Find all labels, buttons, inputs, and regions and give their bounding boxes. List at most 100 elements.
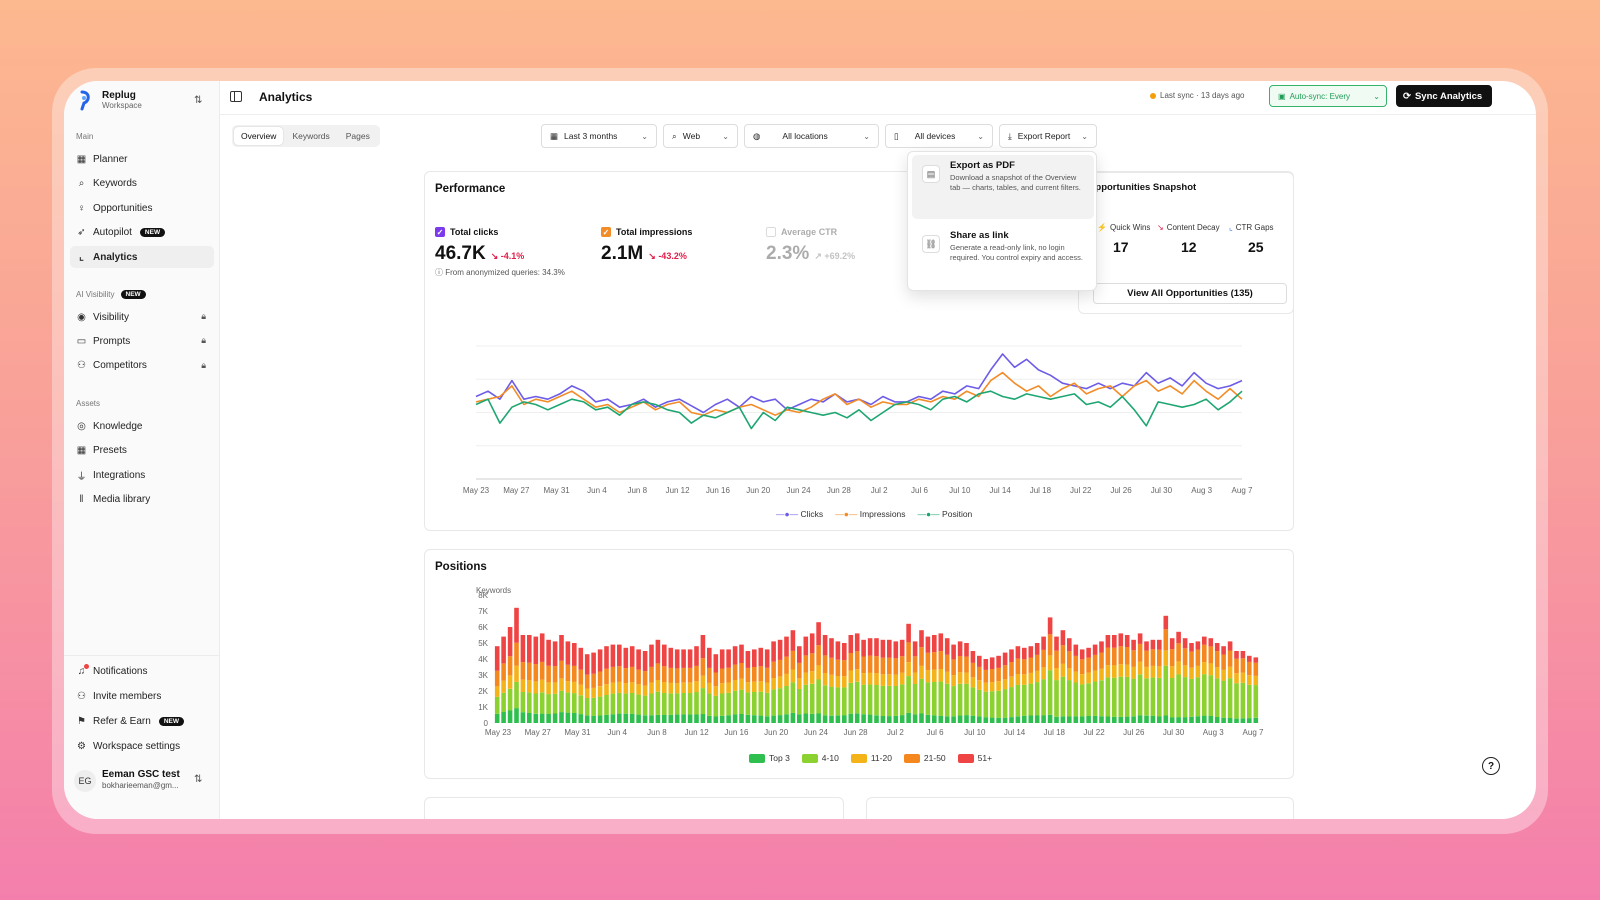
sidebar-item-keywords[interactable]: ⌕ Keywords	[70, 173, 214, 195]
bar-segment-51-[interactable]	[636, 649, 641, 670]
bar-segment-4-10[interactable]	[1073, 682, 1079, 717]
bar-segment-top-3[interactable]	[854, 713, 860, 723]
bar-segment-4-10[interactable]	[533, 693, 539, 714]
bar-segment-4-10[interactable]	[957, 683, 963, 716]
bar-segment-top-3[interactable]	[629, 713, 635, 723]
bar-segment-4-10[interactable]	[1067, 680, 1072, 717]
bar-segment-11-20[interactable]	[912, 672, 918, 684]
bar-segment-top-3[interactable]	[527, 713, 532, 723]
bar-segment-51-[interactable]	[1247, 655, 1252, 662]
bar-segment-21-50[interactable]	[565, 664, 571, 682]
bar-segment-21-50[interactable]	[874, 656, 879, 674]
bar-segment-top-3[interactable]	[655, 714, 661, 723]
bar-segment-4-10[interactable]	[1253, 685, 1259, 718]
bar-segment-21-50[interactable]	[829, 657, 834, 675]
bar-segment-top-3[interactable]	[1022, 715, 1027, 723]
bar-segment-4-10[interactable]	[694, 692, 699, 715]
bar-segment-21-50[interactable]	[797, 662, 802, 679]
bar-segment-11-20[interactable]	[752, 681, 757, 692]
sidebar-item-notifications[interactable]: ♫ Notifications	[70, 660, 214, 682]
bar-segment-51-[interactable]	[797, 646, 802, 663]
bar-segment-top-3[interactable]	[1150, 715, 1156, 723]
bar-segment-21-50[interactable]	[919, 647, 924, 666]
bar-segment-top-3[interactable]	[713, 716, 719, 724]
bar-segment-4-10[interactable]	[887, 685, 892, 717]
bar-segment-4-10[interactable]	[1169, 677, 1175, 718]
bar-segment-4-10[interactable]	[1227, 678, 1233, 718]
bar-segment-11-20[interactable]	[623, 683, 629, 694]
bar-segment-4-10[interactable]	[1157, 678, 1162, 717]
bar-segment-21-50[interactable]	[578, 669, 584, 685]
bar-segment-21-50[interactable]	[1208, 646, 1214, 664]
bar-segment-21-50[interactable]	[867, 655, 873, 673]
bar-segment-11-20[interactable]	[1163, 650, 1169, 666]
bar-segment-top-3[interactable]	[1214, 717, 1220, 723]
bar-segment-11-20[interactable]	[1034, 670, 1040, 683]
bar-segment-top-3[interactable]	[803, 713, 809, 724]
bar-segment-51-[interactable]	[1131, 639, 1136, 651]
bar-segment-4-10[interactable]	[687, 693, 693, 715]
sidebar-item-analytics[interactable]: ⌞ Analytics	[70, 246, 214, 269]
bar-segment-51-[interactable]	[681, 649, 686, 668]
bar-segment-top-3[interactable]	[887, 716, 892, 723]
bar-segment-51-[interactable]	[1092, 644, 1098, 655]
bar-segment-51-[interactable]	[642, 651, 648, 672]
bar-segment-top-3[interactable]	[790, 712, 796, 723]
sidebar-toggle-icon[interactable]	[230, 91, 242, 102]
bar-segment-11-20[interactable]	[970, 677, 976, 688]
bar-segment-4-10[interactable]	[668, 693, 674, 715]
bar-segment-top-3[interactable]	[977, 716, 982, 723]
bar-segment-4-10[interactable]	[494, 696, 500, 714]
bar-segment-11-20[interactable]	[668, 682, 674, 694]
bar-segment-top-3[interactable]	[989, 717, 995, 723]
bar-segment-21-50[interactable]	[1073, 655, 1079, 672]
bar-segment-21-50[interactable]	[1247, 661, 1252, 676]
bar-segment-4-10[interactable]	[739, 689, 744, 714]
bar-segment-21-50[interactable]	[861, 656, 866, 674]
bar-segment-4-10[interactable]	[655, 691, 661, 715]
bar-segment-top-3[interactable]	[925, 714, 931, 723]
bar-segment-top-3[interactable]	[1163, 715, 1169, 724]
bar-segment-4-10[interactable]	[1112, 677, 1117, 717]
bar-segment-51-[interactable]	[1034, 643, 1040, 655]
bar-segment-4-10[interactable]	[842, 687, 847, 716]
bar-segment-4-10[interactable]	[552, 693, 558, 714]
bar-segment-21-50[interactable]	[951, 659, 956, 676]
bar-segment-21-50[interactable]	[726, 667, 731, 683]
bar-segment-51-[interactable]	[1015, 646, 1021, 659]
sidebar-item-knowledge[interactable]: ◎ Knowledge	[70, 415, 214, 437]
bar-segment-21-50[interactable]	[610, 666, 616, 683]
bar-segment-51-[interactable]	[880, 639, 886, 658]
bar-segment-4-10[interactable]	[944, 683, 950, 717]
bar-segment-top-3[interactable]	[1009, 717, 1014, 723]
bar-segment-21-50[interactable]	[822, 655, 828, 673]
bar-segment-51-[interactable]	[925, 636, 931, 653]
bar-segment-top-3[interactable]	[1099, 716, 1104, 723]
bar-segment-top-3[interactable]	[1041, 715, 1046, 724]
bar-segment-21-50[interactable]	[1169, 649, 1175, 667]
bar-segment-top-3[interactable]	[520, 712, 526, 723]
bar-segment-11-20[interactable]	[1105, 665, 1111, 678]
bar-segment-21-50[interactable]	[1124, 647, 1130, 665]
bar-segment-21-50[interactable]	[584, 674, 590, 689]
bar-segment-4-10[interactable]	[822, 685, 828, 716]
bar-segment-51-[interactable]	[719, 649, 725, 669]
bar-segment-11-20[interactable]	[1112, 665, 1117, 678]
legend-4-10[interactable]: 4-10	[801, 753, 839, 764]
bar-segment-11-20[interactable]	[591, 687, 596, 698]
bar-segment-21-50[interactable]	[777, 659, 783, 677]
bar-segment-4-10[interactable]	[835, 687, 841, 716]
bar-segment-21-50[interactable]	[803, 655, 809, 673]
bar-segment-top-3[interactable]	[842, 715, 847, 723]
bar-segment-4-10[interactable]	[829, 686, 834, 716]
metric-total-impressions[interactable]: ✓ Total impressions 2.1M ↘ -43.2%	[601, 227, 692, 265]
bar-segment-51-[interactable]	[835, 641, 841, 660]
bar-segment-4-10[interactable]	[1208, 675, 1214, 716]
bar-segment-top-3[interactable]	[829, 715, 834, 723]
bar-segment-4-10[interactable]	[610, 693, 616, 715]
bar-segment-51-[interactable]	[1112, 635, 1117, 648]
bar-segment-21-50[interactable]	[572, 665, 577, 682]
bar-segment-21-50[interactable]	[1034, 654, 1040, 671]
chevron-updown-icon[interactable]: ⇅	[194, 95, 203, 106]
bar-segment-4-10[interactable]	[1150, 677, 1156, 716]
